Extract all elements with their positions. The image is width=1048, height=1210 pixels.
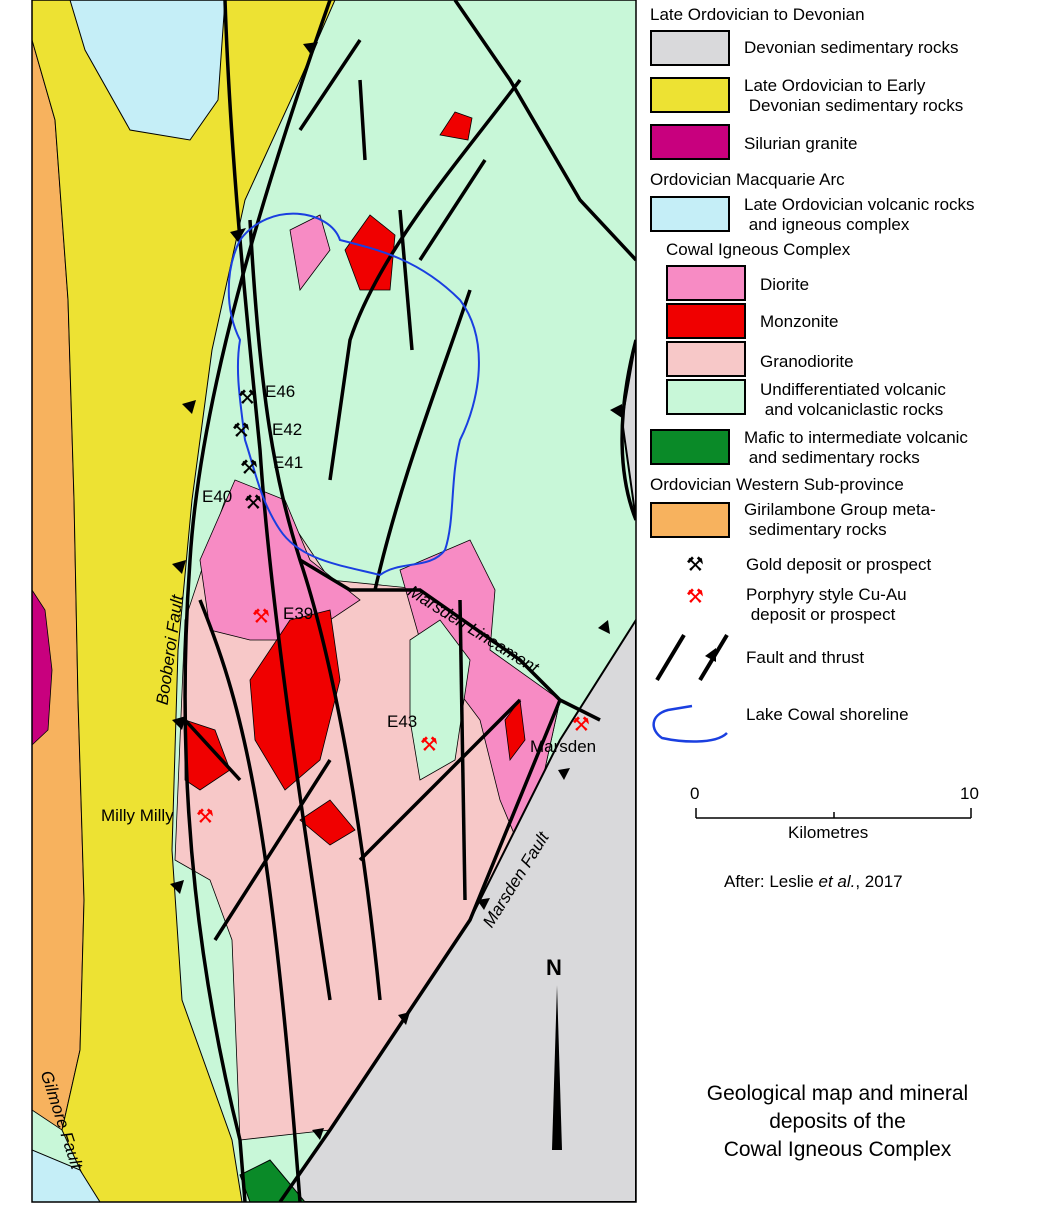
legend-swatch-undifferentiated-volcanic <box>666 379 746 415</box>
legend-label-porphyry: Porphyry style Cu-Au deposit or prospect <box>746 585 907 624</box>
legend-label: Girilambone Group meta- sedimentary rock… <box>744 500 936 539</box>
deposit-label-milly-milly: Milly Milly <box>101 806 174 825</box>
legend-label: Granodiorite <box>760 352 854 371</box>
legend-gold-icon: ⚒ <box>686 554 704 576</box>
scale-bar <box>695 808 972 819</box>
faults <box>183 0 636 1202</box>
legend-swatch-diorite <box>666 265 746 301</box>
deposit-label-e40: E40 <box>202 487 233 506</box>
thrust-teeth <box>170 42 622 1140</box>
monzonite-south <box>299 799 356 846</box>
scale-unit: Kilometres <box>788 823 869 842</box>
deposit-label-e42: E42 <box>272 420 303 439</box>
north-arrow <box>552 985 562 1150</box>
diorite-west <box>199 479 361 641</box>
title-line-1: Geological map and mineral <box>706 1082 969 1105</box>
legend-group-western-sub-province: Ordovician Western Sub-province <box>650 475 904 494</box>
legend-label: Silurian granite <box>744 134 858 153</box>
legend-group-late-ordovician-devonian: Late Ordovician to Devonian <box>650 5 865 24</box>
legend-label: Mafic to intermediate volcanic and sedim… <box>744 428 968 467</box>
deposit-label-e39: E39 <box>283 604 314 623</box>
gold-deposit-icon[interactable]: ⚒ <box>232 420 250 442</box>
porphyry-deposit-icon[interactable]: ⚒ <box>252 606 270 628</box>
legend-porphyry-icon: ⚒ <box>686 586 704 608</box>
legend-group-cowal-igneous-complex: Cowal Igneous Complex <box>666 240 851 259</box>
attribution-etal: et al. <box>818 872 856 891</box>
attribution: After: Leslie et al., 2017 <box>724 872 903 892</box>
legend-label-gold: Gold deposit or prospect <box>746 555 932 574</box>
legend-shoreline-symbol <box>652 704 728 743</box>
attribution-prefix: After: Leslie <box>724 872 819 891</box>
map-title: Geological map and mineral deposits of t… <box>640 1080 1035 1164</box>
granodiorite-greenpatch <box>409 619 471 781</box>
deposit-label-e43: E43 <box>387 712 418 731</box>
legend-label: Monzonite <box>760 312 839 331</box>
legend-swatch-girilambone <box>650 502 730 538</box>
lightblue-volcanic <box>69 0 226 141</box>
legend-swatch-monzonite <box>666 303 746 339</box>
gold-deposit-icon[interactable]: ⚒ <box>238 387 256 409</box>
map-frame <box>31 0 637 1203</box>
yellow-sedimentary <box>32 0 336 1202</box>
legend-label: Undifferentiated volcanic and volcanicla… <box>760 380 946 419</box>
legend-label: Late Ordovician to Early Devonian sedime… <box>744 76 964 115</box>
legend-swatch-late-ordovician-volcanic <box>650 196 730 232</box>
diorite-north <box>289 214 331 291</box>
lightblue-volcanic-south <box>32 1149 101 1202</box>
deposit-label-marsden: Marsden <box>530 737 597 756</box>
porphyry-deposit-icon[interactable]: ⚒ <box>420 734 438 756</box>
magenta-granite <box>32 589 53 746</box>
monzonite-central <box>249 609 341 791</box>
legend-label: Diorite <box>760 275 810 294</box>
legend-label-fault: Fault and thrust <box>746 648 865 667</box>
title-line-2: deposits of the <box>769 1110 906 1133</box>
legend-label-shoreline: Lake Cowal shoreline <box>746 705 909 724</box>
gold-deposit-icon[interactable]: ⚒ <box>240 457 258 479</box>
gold-deposit-icon[interactable]: ⚒ <box>244 492 262 514</box>
legend-fault-symbol <box>655 633 729 682</box>
legend-label: Devonian sedimentary rocks <box>744 38 959 57</box>
north-arrow-icon <box>552 985 562 1150</box>
title-line-3: Cowal Igneous Complex <box>723 1138 952 1161</box>
legend-swatch-devonian <box>650 30 730 66</box>
lake-cowal-shoreline <box>227 212 480 577</box>
scale-max: 10 <box>960 784 979 803</box>
deposit-label-e46: E46 <box>265 382 296 401</box>
scale-min: 0 <box>690 784 700 803</box>
legend-label: Late Ordovician volcanic rocks and igneo… <box>744 195 975 234</box>
north-label: N <box>546 955 562 980</box>
legend-swatch-silurian-granite <box>650 124 730 160</box>
porphyry-deposit-icon[interactable]: ⚒ <box>196 806 214 828</box>
legend-swatch-granodiorite <box>666 341 746 377</box>
legend-swatch-mafic-intermediate <box>650 429 730 465</box>
porphyry-deposit-icon[interactable]: ⚒ <box>572 714 590 736</box>
deposit-label-e41: E41 <box>273 453 304 472</box>
legend-swatch-late-ordovician-early-devonian <box>650 77 730 113</box>
monzonite-ne <box>439 111 473 141</box>
attribution-suffix: , 2017 <box>855 872 903 891</box>
legend-group-macquarie-arc: Ordovician Macquarie Arc <box>650 170 845 189</box>
